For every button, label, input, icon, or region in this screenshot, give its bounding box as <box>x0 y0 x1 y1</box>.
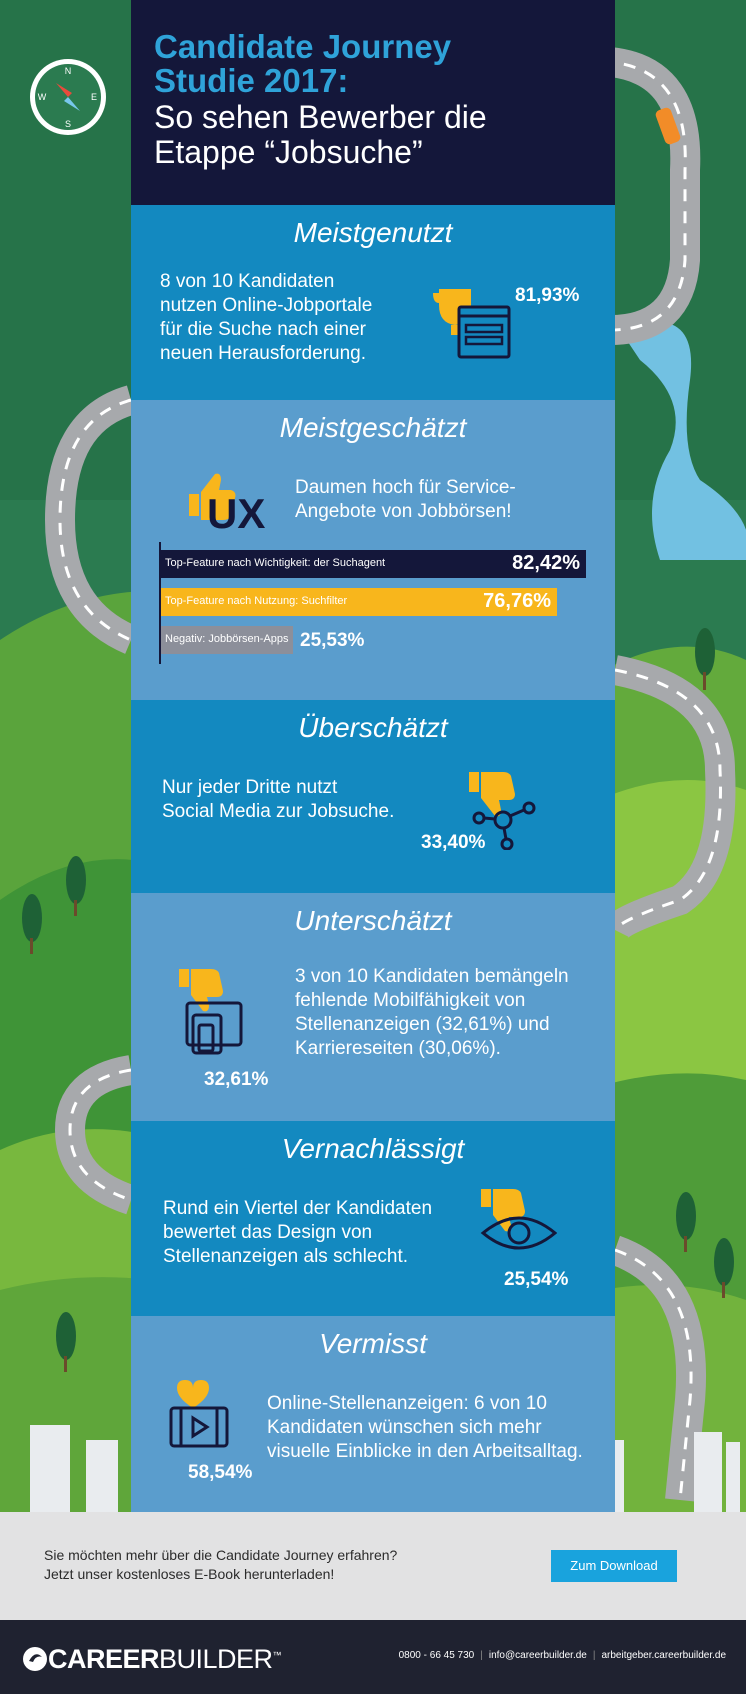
section-heading: Unterschätzt <box>294 905 452 936</box>
text-line: Social Media zur Jobsuche. <box>162 801 395 822</box>
text-line: fehlende Mobilfähigkeit von <box>295 990 526 1011</box>
website-link[interactable]: arbeitgeber.careerbuilder.de <box>601 1650 726 1661</box>
title-line-1: Candidate Journey <box>154 28 452 65</box>
bar-label: Top-Feature nach Wichtigkeit: der Suchag… <box>165 557 386 569</box>
phone-number[interactable]: 0800 - 66 45 730 <box>398 1650 475 1661</box>
text-line: Rund ein Viertel der Kandidaten <box>163 1198 433 1219</box>
page-title: Candidate Journey Studie 2017: <box>154 30 594 98</box>
page-subtitle: So sehen Bewerber die Etappe “Jobsuche” <box>154 100 594 170</box>
text-line: Karriereseiten (30,06%). <box>295 1038 501 1059</box>
percent-value: 33,40% <box>421 832 486 853</box>
section-meistgeschaetzt: Meistgeschätzt UX Daumen hoch für Servic… <box>131 400 615 700</box>
compass-w: W <box>38 92 47 102</box>
percent-value: 25,54% <box>504 1269 569 1290</box>
cta-banner: Sie möchten mehr über die Candidate Jour… <box>0 1512 746 1620</box>
section-text: Daumen hoch für Service- Angebote von Jo… <box>295 476 595 524</box>
text-line: bewertet das Design von <box>163 1222 373 1243</box>
text-line: neuen Herausforderung. <box>160 343 366 364</box>
text-line: Online-Stellenanzeigen: 6 von 10 <box>267 1393 547 1414</box>
text-line: Daumen hoch für Service- <box>295 477 516 498</box>
text-line: Stellenanzeigen (32,61%) und <box>295 1014 550 1035</box>
compass-n: N <box>65 66 72 76</box>
bar-suchagent: Top-Feature nach Wichtigkeit: der Suchag… <box>161 550 586 578</box>
section-heading: Vermisst <box>319 1328 427 1359</box>
text-line: 8 von 10 Kandidaten <box>160 271 335 292</box>
bar-value-outside: 25,53% <box>300 630 365 651</box>
heart-video-icon <box>169 1380 229 1448</box>
text-line: für die Suche nach einer <box>160 319 366 340</box>
bar-label: Negativ: Jobbörsen-Apps <box>165 633 289 645</box>
section-vernachlaessigt: Vernachlässigt Rund ein Viertel der Kand… <box>131 1121 615 1316</box>
careerbuilder-logo[interactable]: CAREERBUILDER™ <box>22 1644 282 1675</box>
subtitle-line-2: Etappe “Jobsuche” <box>154 134 423 170</box>
section-text: Online-Stellenanzeigen: 6 von 10 Kandida… <box>267 1392 607 1464</box>
subtitle-line-1: So sehen Bewerber die <box>154 99 487 135</box>
section-text: Nur jeder Dritte nutzt Social Media zur … <box>162 776 432 824</box>
header: Candidate Journey Studie 2017: So sehen … <box>131 0 615 205</box>
download-button[interactable]: Zum Download <box>551 1550 677 1582</box>
contact-info: 0800 - 66 45 730 | info@careerbuilder.de | a… <box>399 1650 726 1661</box>
ux-label: UX <box>207 490 265 532</box>
cta-line-1: Sie möchten mehr über die Candidate Jour… <box>44 1547 398 1563</box>
logo-mark-icon <box>23 1647 47 1671</box>
section-vermisst: Vermisst Online-Stellenanzeigen: 6 von 1… <box>131 1316 615 1512</box>
section-heading: Meistgeschätzt <box>279 412 467 443</box>
section-text: Rund ein Viertel der Kandidaten bewertet… <box>163 1197 463 1269</box>
separator: | <box>592 1650 596 1661</box>
compass-icon: N E S W <box>30 59 106 135</box>
section-ueberschaetzt: Überschätzt Nur jeder Dritte nutzt Socia… <box>131 700 615 893</box>
bar-label: Top-Feature nach Nutzung: Suchfilter <box>165 595 348 607</box>
title-line-2: Studie 2017: <box>154 62 349 99</box>
trophy-browser-icon <box>433 289 511 359</box>
content-column: Candidate Journey Studie 2017: So sehen … <box>131 0 615 1512</box>
cta-line-2: Jetzt unser kostenloses E-Book herunterl… <box>44 1566 335 1582</box>
section-text: 3 von 10 Kandidaten bemängeln fehlende M… <box>295 965 605 1061</box>
thumbs-up-ux-icon: UX <box>189 473 265 532</box>
text-line: visuelle Einblicke in den Arbeitsalltag. <box>267 1441 583 1462</box>
footer: CAREERBUILDER™ 0800 - 66 45 730 | info@car… <box>0 1620 746 1694</box>
text-line: 3 von 10 Kandidaten bemängeln <box>295 966 569 987</box>
bar-value: 76,76% <box>483 590 551 612</box>
thumbs-down-devices-icon <box>179 969 243 1055</box>
section-heading: Meistgenutzt <box>293 217 453 248</box>
cta-message: Sie möchten mehr über die Candidate Jour… <box>44 1546 397 1584</box>
compass-s: S <box>65 119 71 129</box>
separator: | <box>480 1650 483 1661</box>
text-line: Kandidaten wünschen sich mehr <box>267 1417 542 1438</box>
thumbs-down-network-icon <box>469 772 536 850</box>
text-line: Nur jeder Dritte nutzt <box>162 777 338 798</box>
section-heading: Überschätzt <box>298 712 448 743</box>
bar-suchfilter: Top-Feature nach Nutzung: Suchfilter 76,… <box>161 588 557 616</box>
email-link[interactable]: info@careerbuilder.de <box>488 1650 587 1661</box>
bar-value: 82,42% <box>512 552 580 574</box>
percent-value: 81,93% <box>515 285 580 306</box>
bar-jobboersen-apps: Negativ: Jobbörsen-Apps <box>161 626 293 654</box>
logo-tm: ™ <box>272 1650 282 1660</box>
bar-axis <box>159 542 161 664</box>
thumbs-down-eye-icon <box>480 1189 557 1250</box>
section-heading: Vernachlässigt <box>281 1133 465 1164</box>
logo-light: BUILDER <box>159 1644 273 1674</box>
text-line: nutzen Online-Jobportale <box>160 295 373 316</box>
section-text: 8 von 10 Kandidaten nutzen Online-Jobpor… <box>160 270 410 366</box>
text-line: Angebote von Jobbörsen! <box>295 501 512 522</box>
logo-bold: CAREER <box>48 1644 160 1674</box>
percent-value: 32,61% <box>204 1069 269 1090</box>
text-line: Stellenanzeigen als schlecht. <box>163 1246 409 1267</box>
section-unterschaetzt: Unterschätzt 3 von 10 Kandidaten bemänge… <box>131 893 615 1121</box>
compass-e: E <box>91 92 97 102</box>
percent-value: 58,54% <box>188 1462 253 1483</box>
section-meistgenutzt: Meistgenutzt 8 von 10 Kandidaten nutzen … <box>131 205 615 400</box>
